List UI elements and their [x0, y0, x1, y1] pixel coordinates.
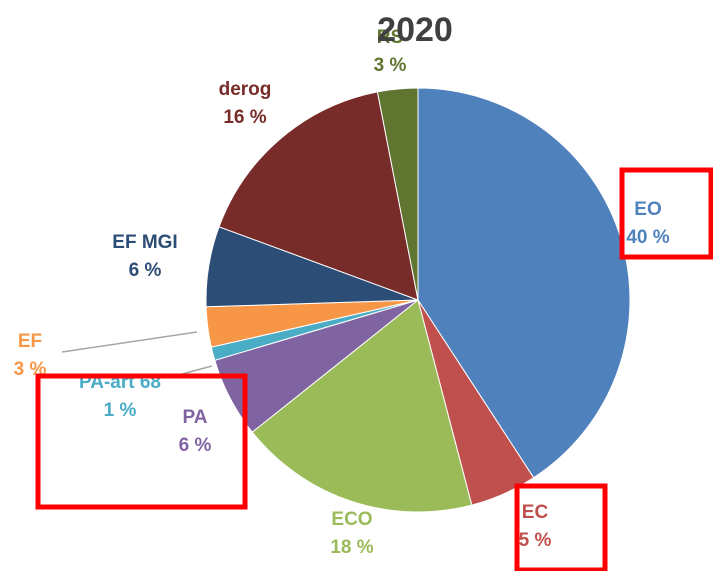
pie	[205, 87, 631, 513]
slice-label: EF MGI	[112, 232, 177, 253]
leader-line	[61, 331, 198, 353]
slice-label: EO	[634, 199, 661, 220]
slice-value-label: 5 %	[519, 530, 552, 551]
slice-label: EF	[18, 331, 42, 352]
slice-label: ECO	[331, 509, 372, 530]
slice-value-label: 40 %	[626, 227, 669, 248]
highlight-box	[619, 167, 713, 260]
slice-label: PA	[183, 407, 208, 428]
slice-value-label: 16 %	[223, 107, 266, 128]
pie-slice	[376, 87, 419, 301]
slice-value-label: 3 %	[374, 55, 407, 76]
slice-value-label: 1 %	[104, 400, 137, 421]
leader-line	[181, 365, 213, 375]
pie-slice	[251, 299, 473, 513]
highlight-box	[514, 483, 608, 571]
highlight-box	[35, 373, 248, 510]
slice-label: derog	[219, 79, 272, 100]
slice-label: RS	[377, 27, 403, 48]
chart-title: 2020	[377, 11, 453, 49]
slice-value-label: 18 %	[330, 537, 373, 558]
slice-label: EC	[522, 502, 549, 523]
slice-value-label: 6 %	[179, 435, 212, 456]
pie-slice	[218, 91, 419, 301]
slice-value-label: 6 %	[129, 260, 162, 281]
